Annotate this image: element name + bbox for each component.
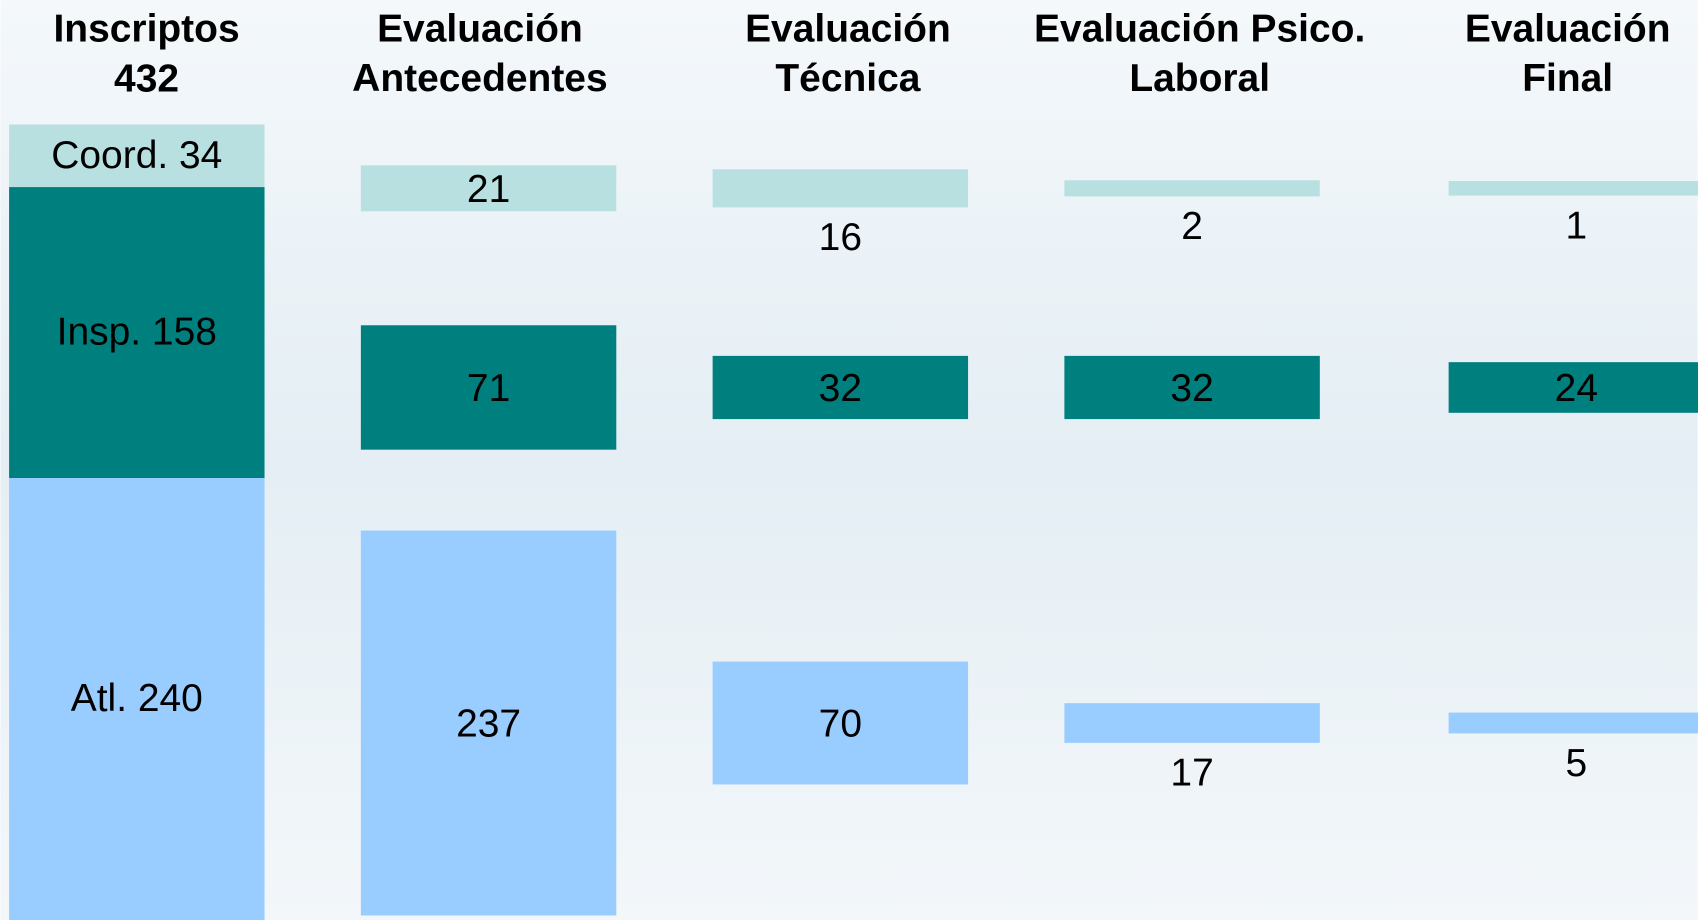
bar-label: Insp. 158 (57, 311, 217, 354)
series-name: Atl. (71, 677, 127, 720)
value-label: 237 (456, 703, 521, 746)
value-label: 70 (819, 703, 862, 746)
value-label: 34 (179, 134, 222, 177)
value-label: 1 (1566, 204, 1588, 247)
value-label: 32 (1170, 367, 1213, 410)
bar (713, 169, 968, 207)
bar (9, 478, 264, 920)
value-label: 32 (819, 367, 862, 410)
total-label: 432 (114, 57, 179, 100)
value-label: 21 (467, 168, 510, 211)
value-label: 158 (152, 311, 217, 354)
bar (1449, 713, 1698, 734)
bar-label: Coord. 34 (51, 134, 222, 177)
value-label: 17 (1170, 752, 1213, 795)
value-label: 16 (819, 216, 862, 259)
chart: InscriptosEvaluaciónAntecedentesEvaluaci… (0, 0, 1698, 920)
series-name: Insp. (57, 311, 141, 354)
bar (1064, 180, 1319, 196)
value-label: 71 (467, 367, 510, 410)
bar (1064, 703, 1319, 743)
value-label: 240 (138, 677, 203, 720)
bar (1449, 181, 1698, 196)
page: InscriptosEvaluaciónAntecedentesEvaluaci… (0, 0, 1698, 920)
column-title: Inscriptos (53, 8, 239, 51)
value-label: 2 (1181, 205, 1203, 248)
series-name: Coord. (51, 134, 168, 177)
value-label: 5 (1566, 742, 1588, 785)
value-label: 24 (1555, 367, 1598, 410)
